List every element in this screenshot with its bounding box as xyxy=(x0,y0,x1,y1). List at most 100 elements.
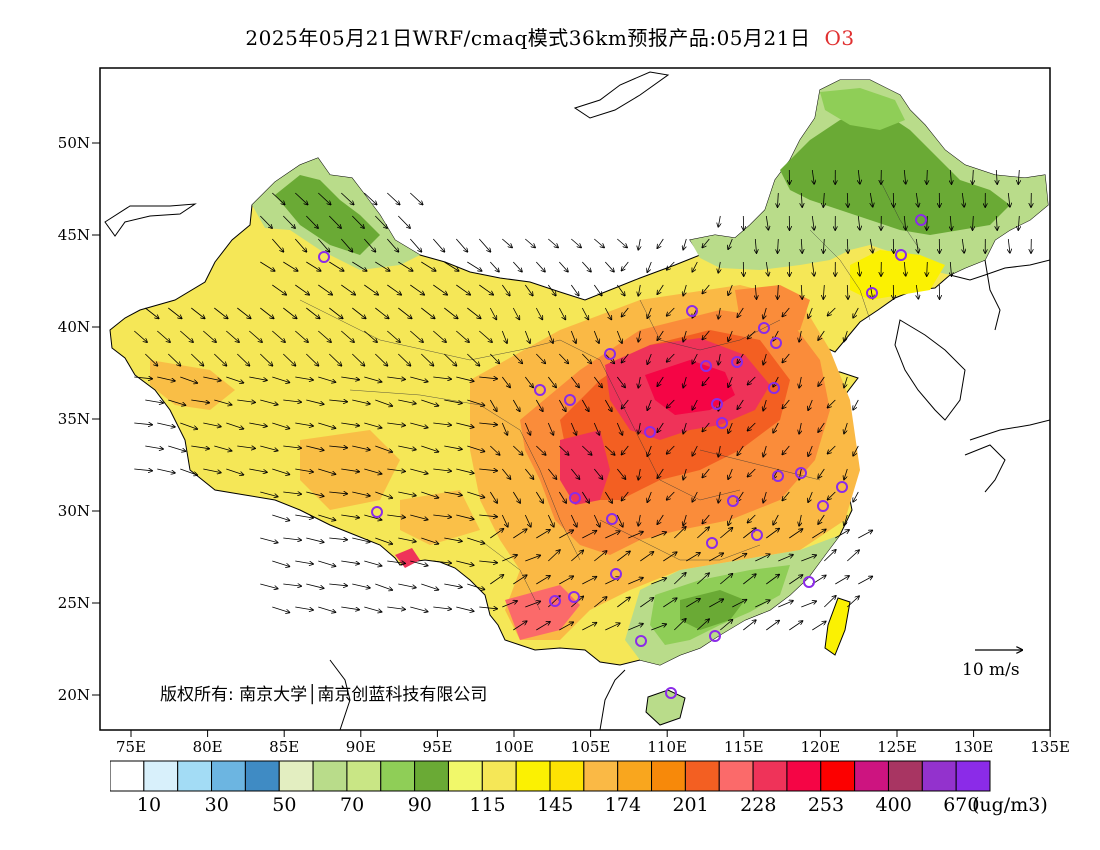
wind-arrow xyxy=(478,238,490,252)
ozone-core-sichuan xyxy=(560,430,610,505)
wind-arrow xyxy=(456,560,474,565)
wind-arrow xyxy=(570,514,577,527)
wind-arrow xyxy=(226,468,243,475)
taiwan-island xyxy=(824,597,851,656)
wind-arrow xyxy=(616,422,622,435)
wind-arrow xyxy=(657,238,664,248)
wind-arrow xyxy=(387,330,400,342)
wind-arrow xyxy=(524,330,530,343)
wind-arrow xyxy=(763,491,767,503)
wind-arrow xyxy=(828,307,836,316)
wind-arrow xyxy=(536,353,545,363)
wind-arrow xyxy=(341,468,359,472)
wind-arrow xyxy=(683,330,687,342)
wind-arrow xyxy=(818,514,825,524)
wind-arrow xyxy=(748,376,756,385)
colorbar-label: 228 xyxy=(740,794,777,816)
wind-arrow xyxy=(808,445,813,456)
wind-arrow xyxy=(352,353,364,366)
wind-arrow xyxy=(558,307,565,320)
wind-arrow xyxy=(801,555,816,562)
wind-arrow xyxy=(628,532,643,539)
wind-arrow xyxy=(683,376,687,388)
wind-arrow xyxy=(570,376,579,387)
wind-arrow xyxy=(728,238,733,249)
site-marker xyxy=(731,356,743,368)
wind-arrow xyxy=(375,445,392,452)
wind-arrow xyxy=(535,491,543,503)
wind-arrow xyxy=(617,551,630,562)
wind-arrow xyxy=(927,215,928,230)
colorbar-swatch xyxy=(414,760,449,792)
wind-arrow xyxy=(329,261,343,271)
wind-arrow xyxy=(755,284,756,299)
wind-arrow xyxy=(692,445,698,456)
wind-arrow xyxy=(479,377,497,379)
wind-arrow xyxy=(916,284,918,299)
wind-arrow xyxy=(306,399,324,404)
wind-arrow xyxy=(702,238,710,248)
wind-arrow xyxy=(157,468,175,473)
wind-arrow xyxy=(398,399,416,404)
wind-arrow xyxy=(421,537,438,544)
wind-arrow xyxy=(799,330,801,342)
wind-arrow xyxy=(433,423,451,425)
wind-arrow xyxy=(168,353,180,366)
wind-arrow xyxy=(692,353,698,364)
wind-arrow xyxy=(657,284,664,294)
wind-arrow xyxy=(456,422,474,427)
wind-arrow xyxy=(410,192,422,205)
site-marker xyxy=(606,513,618,525)
wind-arrow xyxy=(145,307,158,319)
wind-arrow xyxy=(352,445,370,450)
site-marker xyxy=(549,595,561,607)
site-marker xyxy=(803,576,815,588)
wind-arrow xyxy=(571,550,583,562)
site-marker xyxy=(727,495,739,507)
wind-arrow xyxy=(214,445,231,451)
wind-arrow xyxy=(616,468,625,479)
wind-arrow xyxy=(718,491,720,503)
wind-arrow xyxy=(638,376,640,388)
colorbar-swatch xyxy=(312,760,348,792)
wind-arrow xyxy=(582,353,591,363)
monitoring-sites xyxy=(318,214,927,699)
wind-arrow xyxy=(294,238,306,252)
site-marker xyxy=(751,529,763,541)
wind-arrow xyxy=(455,238,467,252)
wind-arrow xyxy=(789,621,802,631)
wind-arrow xyxy=(502,238,512,248)
colorbar-label: 400 xyxy=(875,794,912,816)
wind-arrow xyxy=(501,514,508,527)
wind-arrow xyxy=(387,423,405,425)
wind-arrow xyxy=(667,399,675,408)
colorbar-swatch xyxy=(346,760,382,792)
wind-arrow xyxy=(547,514,554,527)
wind-arrow xyxy=(763,445,767,457)
wind-arrow xyxy=(683,238,687,250)
wind-arrow xyxy=(547,330,553,343)
wind-arrow xyxy=(191,445,209,449)
wind-arrow xyxy=(801,238,802,253)
wind-arrow xyxy=(844,376,848,388)
site-marker xyxy=(768,382,780,394)
wind-arrow xyxy=(950,169,951,184)
colorbar-label: 10 xyxy=(136,794,162,816)
ozone-patch-south-tibet xyxy=(400,490,480,545)
wind-arrow xyxy=(763,399,767,411)
wind-arrow xyxy=(410,560,427,566)
map-area xyxy=(100,68,1050,730)
wind-arrow xyxy=(501,468,510,479)
site-marker xyxy=(569,492,581,504)
wind-arrow xyxy=(524,468,533,479)
wind-arrow xyxy=(410,422,427,428)
colorbar-label: 30 xyxy=(204,794,229,816)
wind-arrow xyxy=(582,531,596,539)
wind-arrow xyxy=(844,514,848,526)
wind-arrow xyxy=(647,307,652,318)
wind-arrow xyxy=(755,600,770,608)
wind-arrow xyxy=(433,515,451,517)
wind-arrow xyxy=(398,491,416,496)
wind-arrow xyxy=(548,238,558,248)
site-marker xyxy=(318,251,330,263)
